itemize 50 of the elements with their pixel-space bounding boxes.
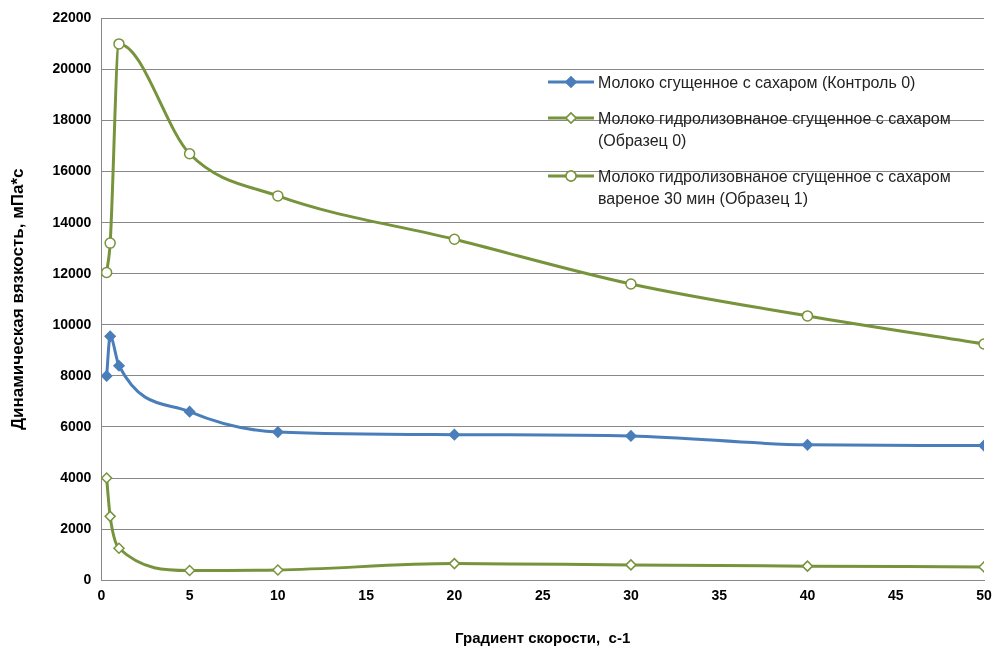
x-axis-title: Градиент скорости, с-1 — [455, 629, 631, 647]
point — [625, 430, 637, 442]
legend-label: Молоко гидролизовнаное сгущенное с сахаром вареное 30 мин (Образец 1) — [598, 167, 952, 209]
point — [625, 278, 637, 290]
y-tick-label: 18000 — [52, 111, 92, 128]
x-tick-label: 50 — [976, 587, 992, 604]
x-tick-label: 25 — [534, 587, 551, 604]
x-tick-label: 40 — [799, 587, 816, 604]
y-tick-label: 16000 — [52, 162, 92, 179]
point — [625, 559, 637, 571]
point — [272, 426, 284, 438]
point — [113, 359, 125, 372]
legend-label: Молоко сгущенное с сахаром (Контроль 0) — [598, 73, 916, 93]
point — [801, 560, 814, 572]
point — [104, 330, 116, 343]
y-tick-label: 22000 — [52, 9, 92, 26]
x-tick-label: 10 — [270, 587, 286, 604]
x-tick-label: 35 — [711, 587, 728, 604]
point — [104, 237, 116, 249]
point — [272, 564, 284, 576]
y-tick-label: 4000 — [60, 468, 92, 485]
legend-label: Молоко гидролизовнаное сгущенное с сахаром (Образец 0) — [598, 109, 952, 151]
point — [101, 370, 113, 382]
point — [183, 405, 196, 418]
point — [272, 190, 284, 202]
y-tick-label: 12000 — [52, 264, 92, 281]
y-tick-label: 20000 — [52, 60, 92, 77]
y-tick-label: 2000 — [60, 519, 92, 536]
x-tick-label: 20 — [446, 587, 463, 604]
point — [801, 310, 814, 322]
point — [801, 439, 814, 451]
y-tick-label: 6000 — [60, 417, 92, 434]
point — [101, 266, 113, 279]
x-tick-label: 15 — [358, 587, 375, 604]
y-tick-label: 10000 — [52, 315, 92, 332]
x-tick-label: 30 — [623, 587, 639, 604]
point — [448, 428, 461, 441]
x-tick-label: 0 — [97, 587, 106, 604]
y-tick-label: 0 — [83, 571, 92, 588]
point — [104, 510, 116, 523]
y-axis-title: Динамическая вязкость, мПа*с — [7, 168, 27, 431]
point — [448, 233, 461, 246]
point — [113, 542, 125, 555]
y-tick-label: 14000 — [52, 213, 92, 230]
point — [113, 38, 125, 50]
point — [183, 147, 196, 160]
x-tick-label: 45 — [887, 587, 904, 604]
y-tick-label: 8000 — [60, 366, 92, 383]
x-tick-label: 5 — [185, 587, 194, 604]
point — [101, 472, 113, 484]
